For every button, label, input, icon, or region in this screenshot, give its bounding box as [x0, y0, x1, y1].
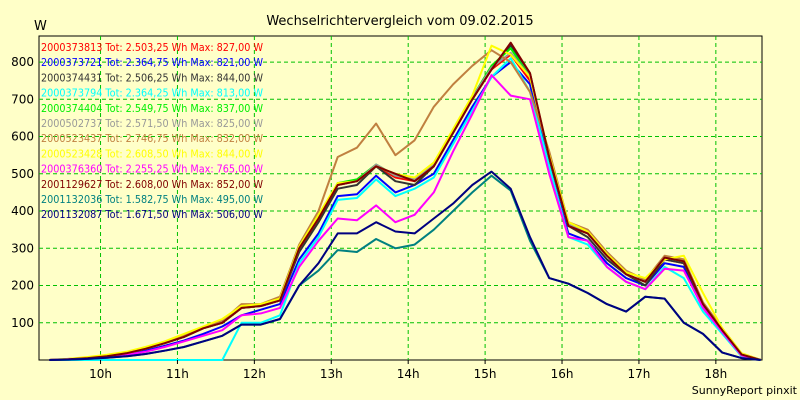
x-axis: 10h 11h 12h 13h 14h 15h 16h 17h 18h [89, 360, 727, 381]
y-tick-label: 400 [11, 204, 34, 218]
legend-entry-2000376360: 2000376360 Tot: 2.255,25 Wh Max: 765,00 … [41, 163, 263, 176]
y-tick-label: 200 [11, 279, 34, 293]
footer-credit: SunnyReport pinxit [692, 384, 798, 397]
y-axis-label: W [34, 19, 47, 34]
legend: 2000373813 Tot: 2.503,25 Wh Max: 827,00 … [41, 41, 263, 221]
legend-entry-2000523437: 2000523437 Tot: 2.746,75 Wh Max: 832,00 … [41, 132, 263, 145]
legend-entry-2000373794: 2000373794 Tot: 2.364,25 Wh Max: 813,00 … [41, 87, 263, 100]
y-tick-label: 300 [11, 241, 34, 255]
legend-entry-2001129627: 2001129627 Tot: 2.608,00 Wh Max: 852,00 … [41, 178, 263, 191]
series-line-2000523428 [49, 44, 762, 361]
series-line-2001132087 [49, 170, 761, 361]
legend-entry-2000523428: 2000523428 Tot: 2.608,50 Wh Max: 844,00 … [41, 147, 263, 160]
x-tick-label: 11h [166, 367, 189, 381]
y-tick-label: 700 [11, 92, 34, 106]
legend-entry-2000374404: 2000374404 Tot: 2.549,75 Wh Max: 837,00 … [41, 102, 263, 115]
x-tick-label: 12h [243, 367, 266, 381]
legend-entry-2000502737: 2000502737 Tot: 2.571,50 Wh Max: 825,00 … [41, 117, 263, 130]
y-tick-label: 500 [11, 167, 34, 181]
y-tick-label: 800 [11, 55, 34, 69]
x-tick-label: 14h [397, 367, 420, 381]
x-tick-label: 13h [320, 367, 343, 381]
x-tick-label: 10h [89, 367, 112, 381]
grid [39, 36, 762, 360]
series-line-2000376360 [49, 74, 761, 361]
series-line-2001129627 [49, 41, 761, 361]
x-tick-label: 15h [474, 367, 497, 381]
legend-entry-2000374431: 2000374431 Tot: 2.506,25 Wh Max: 844,00 … [41, 71, 263, 84]
legend-entry-2000373721: 2000373721 Tot: 2.364,75 Wh Max: 821,00 … [41, 56, 263, 69]
x-tick-label: 17h [627, 367, 650, 381]
x-tick-label: 18h [704, 367, 727, 381]
series-layer [49, 41, 762, 361]
plot-area [38, 35, 763, 361]
y-tick-label: 100 [11, 316, 34, 330]
legend-entry-2000373813: 2000373813 Tot: 2.503,25 Wh Max: 827,00 … [41, 41, 263, 54]
y-tick-label: 600 [11, 130, 34, 144]
y-axis: 100 200 300 400 500 600 700 800 [11, 55, 34, 330]
legend-entry-2001132036: 2001132036 Tot: 1.582,75 Wh Max: 495,00 … [41, 193, 263, 206]
legend-entry-2001132087: 2001132087 Tot: 1.671,50 Wh Max: 506,00 … [41, 208, 263, 221]
chart-title: Wechselrichtervergleich vom 09.02.2015 [266, 14, 533, 29]
x-tick-label: 16h [551, 367, 574, 381]
